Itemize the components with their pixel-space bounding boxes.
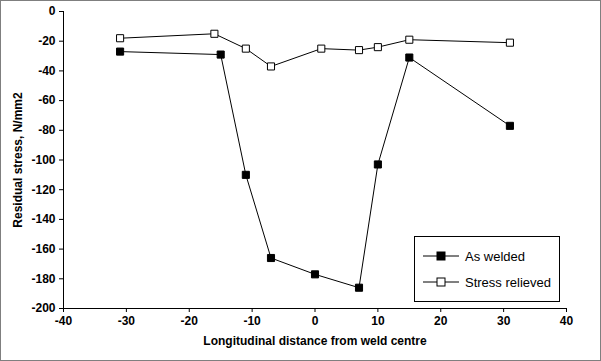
svg-text:-20: -20 [38,34,56,48]
svg-text:-40: -40 [38,64,56,78]
svg-text:-20: -20 [181,314,199,328]
svg-text:-120: -120 [31,183,55,197]
svg-text:0: 0 [49,4,56,18]
svg-text:10: 10 [371,314,385,328]
svg-text:30: 30 [497,314,511,328]
svg-text:Longitudinal distance from wel: Longitudinal distance from weld centre [203,334,427,348]
svg-text:40: 40 [560,314,574,328]
svg-text:Residual stress, N/mm2: Residual stress, N/mm2 [11,92,25,228]
html-text:Stress relieved: Stress relieved [465,274,551,290]
svg-text:20: 20 [434,314,448,328]
svg-text:-30: -30 [118,314,136,328]
svg-text:0: 0 [312,314,319,328]
svg-text:-160: -160 [31,242,55,256]
svg-text:-100: -100 [31,153,55,167]
svg-text:-180: -180 [31,272,55,286]
svg-text:-80: -80 [38,123,56,137]
html-text:As welded: As welded [465,248,525,264]
svg-text:-40: -40 [55,314,73,328]
svg-text:-60: -60 [38,93,56,107]
svg-text:-200: -200 [31,301,55,315]
svg-text:-140: -140 [31,212,55,226]
svg-text:-10: -10 [243,314,261,328]
